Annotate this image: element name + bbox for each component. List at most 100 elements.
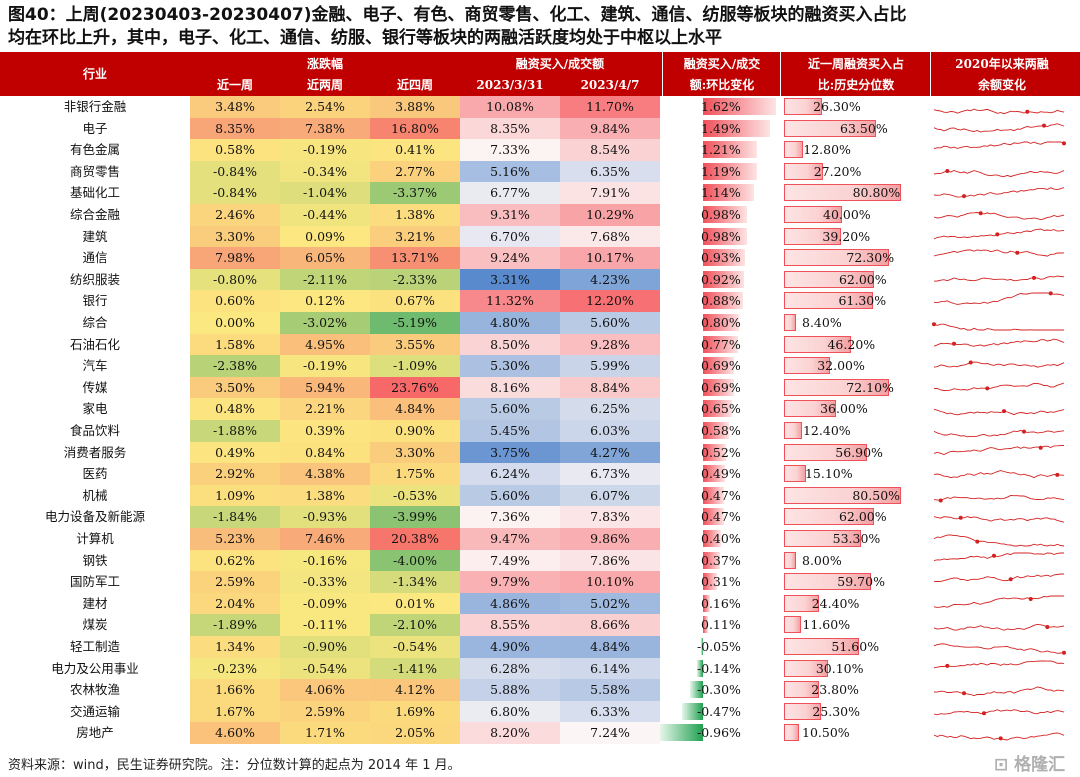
percentile-value: 8.00% — [802, 552, 842, 568]
industry-name: 交通运输 — [69, 703, 120, 719]
table-row: 有色金属 0.58% -0.19% 0.41% 7.33% 8.54% 1.21% 12.80… — [0, 139, 1080, 161]
mom-value: 0.80% — [701, 315, 741, 330]
change-1w-cell: 3.50% — [190, 376, 280, 399]
industry-name: 综合金融 — [69, 207, 120, 222]
sparkline-marker — [978, 211, 983, 216]
sparkline-path — [933, 516, 1065, 524]
change-1w-cell: 2.59% — [190, 571, 280, 593]
sparkline-path — [933, 470, 1065, 479]
change-2w-cell: -0.34% — [280, 160, 370, 183]
change-4w-cell: 3.55% — [370, 333, 460, 356]
percentile-value: 39.20% — [822, 228, 871, 244]
change-4w-cell: -2.10% — [370, 614, 460, 636]
percentile-value: 63.50% — [840, 120, 888, 136]
balance-sparkline — [933, 187, 1065, 199]
industry-name: 国防军工 — [69, 574, 120, 590]
mom-bar — [703, 378, 735, 396]
sparkline-path — [933, 686, 1065, 697]
source-note: 资料来源：wind，民生证券研究院。注：分位数计算的起点为 2014 年 1 月… — [8, 758, 461, 773]
sparkline-marker — [958, 516, 963, 521]
ratio-date1-cell: 6.24% — [460, 463, 560, 485]
change-1w-cell: 4.60% — [190, 722, 280, 744]
watermark-logo: ⊡ 格隆汇 — [994, 750, 1065, 775]
sparkline-path — [933, 141, 1065, 150]
ratio-date2-cell: 6.35% — [560, 160, 660, 183]
percentile-bar — [784, 702, 821, 720]
mom-bar — [703, 508, 725, 526]
mom-value: -0.05% — [697, 639, 741, 654]
table-row: 轻工制造 1.34% -0.90% -0.54% 4.90% 4.84% -0.05% 51.… — [0, 636, 1080, 658]
sparkline-path — [933, 552, 1064, 561]
percentile-bar — [784, 422, 802, 439]
change-1w-cell: 0.48% — [190, 398, 280, 420]
balance-sparkline — [933, 624, 1065, 632]
header-week1: 近一周 — [216, 78, 253, 92]
percentile-value: 80.80% — [852, 185, 901, 201]
mom-bar — [700, 638, 703, 655]
ratio-date2-cell: 5.58% — [560, 679, 660, 701]
sparkline-path — [933, 595, 1064, 608]
percentile-bar — [784, 638, 859, 655]
mom-bar — [703, 249, 745, 267]
change-2w-cell: -0.54% — [280, 657, 370, 680]
table-row: 非银行金融 3.48% 2.54% 3.88% 10.08% 11.70% 1.62% 26.… — [0, 96, 1080, 118]
industry-name: 家电 — [82, 401, 108, 417]
ratio-date2-cell: 4.23% — [560, 268, 660, 291]
table-row: 石油石化 1.58% 4.95% 3.55% 8.50% 9.28% 0.77% 46.20% — [0, 333, 1080, 356]
ratio-date2-cell: 5.60% — [560, 312, 660, 334]
change-4w-cell: 2.05% — [370, 722, 460, 744]
change-1w-cell: -0.84% — [190, 182, 280, 204]
sparkline-marker — [1038, 445, 1043, 450]
mom-bar — [689, 681, 703, 699]
industry-name: 电力设备及新能源 — [44, 509, 145, 525]
sparkline-marker — [998, 736, 1003, 741]
sparkline-marker — [992, 553, 996, 558]
percentile-value: 10.50% — [802, 725, 850, 741]
percentile-bar — [784, 270, 874, 288]
mom-value: 0.92% — [701, 271, 741, 287]
ratio-date2-cell: 6.73% — [560, 463, 660, 485]
ratio-date2-cell: 6.07% — [560, 484, 660, 507]
sparkline-marker — [1045, 625, 1050, 630]
balance-sparkline — [933, 338, 1065, 347]
balance-sparkline — [932, 322, 1064, 331]
table-row: 家电 0.48% 2.21% 4.84% 5.60% 6.25% 0.65% 36.00% — [0, 398, 1080, 420]
percentile-value: 8.40% — [802, 315, 842, 330]
ratio-date2-cell: 10.17% — [560, 247, 660, 269]
change-1w-cell: -1.89% — [190, 614, 280, 636]
change-4w-cell: -1.34% — [370, 571, 460, 593]
percentile-value: 23.80% — [811, 682, 859, 698]
mom-bar — [703, 551, 720, 569]
percentile-value: 46.20% — [827, 336, 876, 352]
percentile-bar — [784, 249, 889, 267]
table-row: 钢铁 0.62% -0.16% -4.00% 7.49% 7.86% 0.37% 8.00% — [0, 549, 1080, 572]
change-1w-cell: 0.58% — [190, 139, 280, 161]
industry-name: 消费者服务 — [63, 444, 127, 460]
percentile-bar — [784, 119, 877, 137]
ratio-date1-cell: 4.86% — [460, 592, 560, 615]
industry-name: 商贸零售 — [69, 163, 120, 179]
sparkline-path — [933, 624, 1065, 632]
sparkline-marker — [962, 691, 966, 696]
sparkline-marker — [962, 194, 966, 199]
change-1w-cell: -0.23% — [190, 657, 280, 680]
table-row: 计算机 5.23% 7.46% 20.38% 9.47% 9.86% 0.40% 53.30% — [0, 528, 1080, 550]
mom-value: 0.40% — [701, 531, 741, 546]
mom-bar — [703, 422, 730, 439]
ratio-date1-cell: 8.20% — [460, 722, 560, 744]
table-row: 电子 8.35% 7.38% 16.80% 8.35% 9.84% 1.49% 63.50% — [0, 117, 1080, 140]
table-row: 银行 0.60% 0.12% 0.67% 11.32% 12.20% 0.88% 61.30% — [0, 290, 1080, 312]
change-2w-cell: -0.09% — [280, 592, 370, 615]
change-1w-cell: 3.48% — [190, 96, 280, 118]
change-1w-cell: -2.38% — [190, 355, 280, 377]
percentile-value: 12.40% — [802, 423, 851, 438]
sparkline-marker — [938, 498, 943, 503]
ratio-date2-cell: 7.91% — [560, 182, 660, 204]
change-1w-cell: 0.60% — [190, 290, 280, 312]
ratio-date2-cell: 10.10% — [560, 571, 660, 593]
header-mom-line2: 额:环比变化 — [689, 78, 755, 92]
percentile-bar — [784, 616, 801, 634]
ratio-date2-cell: 5.02% — [560, 592, 660, 615]
change-2w-cell: -0.19% — [280, 139, 370, 161]
percentile-bar — [784, 551, 796, 569]
